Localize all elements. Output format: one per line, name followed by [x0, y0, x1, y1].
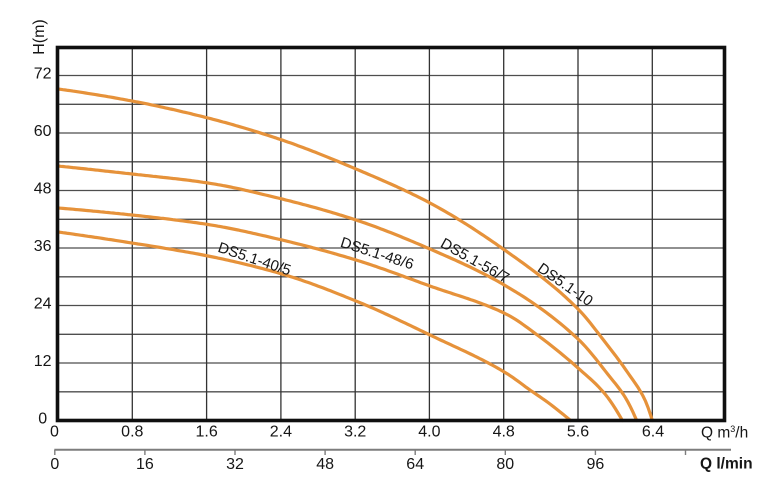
- svg-text:1.6: 1.6: [195, 424, 217, 441]
- svg-text:72: 72: [34, 66, 52, 83]
- svg-text:12: 12: [34, 353, 52, 370]
- svg-text:48: 48: [34, 181, 52, 198]
- svg-text:0: 0: [50, 424, 59, 441]
- svg-text:Q m3/h: Q m3/h: [701, 424, 748, 442]
- svg-text:64: 64: [406, 456, 424, 473]
- svg-text:24: 24: [34, 296, 52, 313]
- svg-text:0: 0: [50, 456, 59, 473]
- svg-text:H(m): H(m): [31, 19, 48, 55]
- svg-text:3.2: 3.2: [344, 424, 366, 441]
- svg-text:96: 96: [587, 456, 605, 473]
- svg-text:16: 16: [136, 456, 154, 473]
- svg-text:0: 0: [38, 410, 47, 427]
- svg-text:80: 80: [496, 456, 514, 473]
- svg-text:6.4: 6.4: [642, 424, 664, 441]
- svg-text:Q l/min: Q l/min: [700, 456, 753, 473]
- svg-text:0.8: 0.8: [121, 424, 143, 441]
- svg-text:5.6: 5.6: [567, 424, 589, 441]
- svg-text:48: 48: [316, 456, 334, 473]
- svg-text:60: 60: [34, 123, 52, 140]
- svg-text:2.4: 2.4: [270, 424, 292, 441]
- svg-text:4.0: 4.0: [418, 424, 440, 441]
- svg-text:36: 36: [34, 238, 52, 255]
- svg-text:4.8: 4.8: [493, 424, 515, 441]
- svg-text:32: 32: [226, 456, 244, 473]
